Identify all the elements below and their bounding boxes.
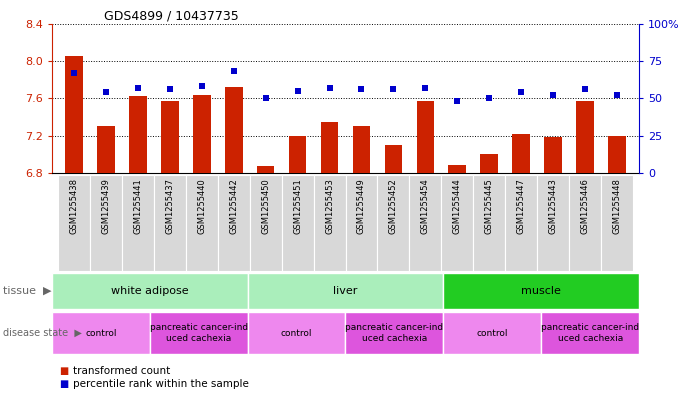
Point bbox=[324, 84, 335, 91]
Text: GSM1255447: GSM1255447 bbox=[517, 178, 526, 234]
Bar bbox=[289, 136, 306, 173]
Point bbox=[356, 86, 367, 92]
Bar bbox=[282, 175, 314, 271]
Text: GSM1255438: GSM1255438 bbox=[70, 178, 79, 234]
Bar bbox=[225, 87, 243, 173]
Bar bbox=[58, 175, 90, 271]
Text: white adipose: white adipose bbox=[111, 286, 189, 296]
Bar bbox=[537, 175, 569, 271]
Text: GSM1255446: GSM1255446 bbox=[580, 178, 589, 234]
Bar bbox=[321, 121, 339, 173]
Text: GSM1255452: GSM1255452 bbox=[389, 178, 398, 233]
Bar bbox=[409, 175, 442, 271]
Text: GSM1255454: GSM1255454 bbox=[421, 178, 430, 233]
Bar bbox=[576, 101, 594, 173]
Text: ■: ■ bbox=[59, 379, 68, 389]
Text: GSM1255441: GSM1255441 bbox=[133, 178, 142, 233]
Text: GDS4899 / 10437735: GDS4899 / 10437735 bbox=[104, 10, 238, 23]
Bar bbox=[377, 175, 409, 271]
Text: muscle: muscle bbox=[521, 286, 561, 296]
Text: pancreatic cancer-ind
uced cachexia: pancreatic cancer-ind uced cachexia bbox=[346, 323, 444, 343]
Text: tissue  ▶: tissue ▶ bbox=[3, 286, 52, 296]
Bar bbox=[90, 175, 122, 271]
Bar bbox=[569, 175, 601, 271]
Text: GSM1255440: GSM1255440 bbox=[198, 178, 207, 233]
Text: GSM1255442: GSM1255442 bbox=[229, 178, 238, 233]
Bar bbox=[186, 175, 218, 271]
Bar bbox=[385, 145, 402, 173]
Text: GSM1255453: GSM1255453 bbox=[325, 178, 334, 234]
Point bbox=[579, 86, 590, 92]
Text: GSM1255451: GSM1255451 bbox=[293, 178, 302, 233]
Point bbox=[101, 89, 112, 95]
Text: ■: ■ bbox=[59, 366, 68, 376]
Bar bbox=[346, 312, 444, 354]
Bar bbox=[444, 312, 541, 354]
Point bbox=[547, 92, 558, 98]
Text: GSM1255439: GSM1255439 bbox=[102, 178, 111, 234]
Bar bbox=[473, 175, 505, 271]
Bar bbox=[66, 56, 83, 173]
Point bbox=[228, 68, 239, 75]
Bar bbox=[601, 175, 633, 271]
Text: pancreatic cancer-ind
uced cachexia: pancreatic cancer-ind uced cachexia bbox=[541, 323, 639, 343]
Text: GSM1255444: GSM1255444 bbox=[453, 178, 462, 233]
Text: control: control bbox=[85, 329, 117, 338]
Text: GSM1255450: GSM1255450 bbox=[261, 178, 270, 233]
Bar bbox=[97, 126, 115, 173]
Point bbox=[196, 83, 207, 90]
Point bbox=[515, 89, 527, 95]
Point bbox=[261, 95, 272, 101]
Text: GSM1255449: GSM1255449 bbox=[357, 178, 366, 233]
Bar bbox=[346, 175, 377, 271]
Bar bbox=[512, 134, 530, 173]
Text: transformed count: transformed count bbox=[73, 366, 170, 376]
Text: disease state  ▶: disease state ▶ bbox=[3, 328, 82, 338]
Bar bbox=[150, 312, 247, 354]
Bar bbox=[218, 175, 249, 271]
Bar bbox=[442, 175, 473, 271]
Bar bbox=[480, 154, 498, 173]
Bar bbox=[257, 166, 274, 173]
Point bbox=[612, 92, 623, 98]
Point bbox=[292, 88, 303, 94]
Bar bbox=[247, 273, 444, 309]
Text: control: control bbox=[281, 329, 312, 338]
Bar bbox=[129, 96, 146, 173]
Bar bbox=[52, 273, 247, 309]
Text: percentile rank within the sample: percentile rank within the sample bbox=[73, 379, 249, 389]
Bar bbox=[193, 95, 211, 173]
Point bbox=[484, 95, 495, 101]
Text: pancreatic cancer-ind
uced cachexia: pancreatic cancer-ind uced cachexia bbox=[149, 323, 248, 343]
Point bbox=[133, 84, 144, 91]
Text: GSM1255443: GSM1255443 bbox=[549, 178, 558, 234]
Text: liver: liver bbox=[333, 286, 358, 296]
Text: GSM1255448: GSM1255448 bbox=[612, 178, 621, 234]
Bar bbox=[161, 101, 179, 173]
Text: control: control bbox=[477, 329, 508, 338]
Bar bbox=[505, 175, 537, 271]
Bar bbox=[608, 136, 625, 173]
Bar bbox=[249, 175, 282, 271]
Point bbox=[419, 84, 430, 91]
Point bbox=[68, 70, 79, 76]
Bar bbox=[122, 175, 154, 271]
Bar bbox=[448, 165, 466, 173]
Bar bbox=[545, 138, 562, 173]
Bar bbox=[154, 175, 186, 271]
Bar bbox=[247, 312, 346, 354]
Text: GSM1255445: GSM1255445 bbox=[484, 178, 493, 233]
Point bbox=[452, 98, 463, 105]
Text: GSM1255437: GSM1255437 bbox=[165, 178, 174, 234]
Point bbox=[388, 86, 399, 92]
Bar bbox=[52, 312, 150, 354]
Bar bbox=[444, 273, 639, 309]
Point bbox=[164, 86, 176, 92]
Bar bbox=[417, 101, 434, 173]
Bar bbox=[314, 175, 346, 271]
Bar bbox=[541, 312, 639, 354]
Bar bbox=[352, 126, 370, 173]
